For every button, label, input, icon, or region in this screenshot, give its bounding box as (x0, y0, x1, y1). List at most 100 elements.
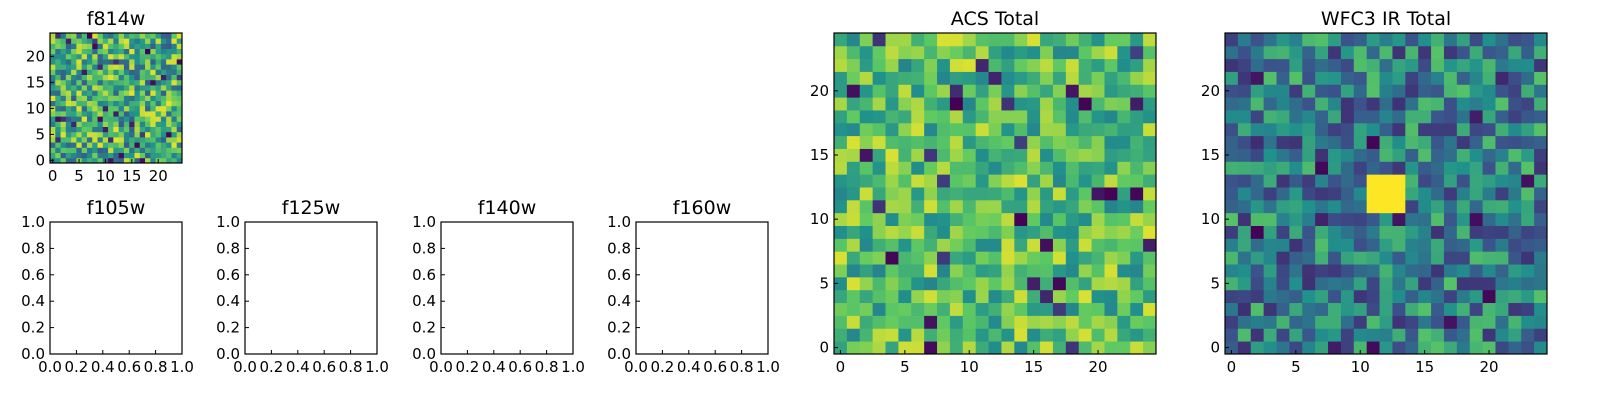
x-tick-label: 0 (48, 167, 58, 185)
heatmap-cell (1340, 135, 1355, 149)
heatmap-cell (1482, 45, 1496, 60)
panel-title: f140w (478, 197, 537, 219)
heatmap-cell (118, 142, 125, 148)
heatmap-cell (1353, 251, 1368, 265)
heatmap-cell (1353, 276, 1368, 291)
heatmap-cell (139, 131, 146, 138)
heatmap-cell (1091, 110, 1105, 124)
heatmap-cell (949, 264, 964, 278)
heatmap-cell (65, 147, 72, 153)
heatmap-cell (1289, 238, 1303, 252)
heatmap-cell (118, 152, 125, 159)
heatmap-cell (1418, 122, 1432, 137)
heatmap-cell (123, 131, 130, 138)
heatmap-cell (1508, 341, 1522, 355)
heatmap-cell (118, 59, 125, 65)
heatmap-cell (86, 100, 93, 107)
heatmap-cell (1001, 199, 1015, 214)
heatmap-cell (171, 95, 178, 101)
heatmap-cell (1078, 302, 1092, 316)
heatmap-cell (145, 90, 151, 96)
heatmap-cell (1340, 71, 1355, 85)
heatmap-cell (1237, 199, 1252, 214)
heatmap-cell (97, 48, 104, 55)
heatmap-cell (81, 64, 88, 70)
heatmap-cell (1431, 225, 1445, 239)
heatmap-cell (1052, 84, 1067, 98)
heatmap-cell (1225, 161, 1239, 175)
heatmap-cell (1250, 110, 1265, 124)
heatmap-cell (1495, 251, 1509, 265)
heatmap-cell (1392, 148, 1406, 162)
heatmap-cell (937, 276, 951, 291)
heatmap-cell (1405, 212, 1419, 226)
heatmap-cell (155, 38, 162, 44)
heatmap-cell (129, 100, 135, 107)
heatmap-cell (988, 33, 1002, 47)
heatmap-cell (1521, 328, 1535, 342)
heatmap-cell (1508, 148, 1522, 162)
heatmap-cell (1482, 276, 1496, 291)
heatmap-cell (1289, 71, 1303, 85)
heatmap-cell (134, 79, 141, 86)
heatmap-cell (885, 122, 899, 137)
heatmap-cell (176, 121, 183, 127)
heatmap-cell (924, 58, 938, 72)
heatmap-cell (1340, 225, 1355, 239)
heatmap-cell (1379, 199, 1393, 214)
heatmap-cell (171, 121, 178, 127)
heatmap-cell (102, 64, 109, 70)
heatmap-cell (1469, 187, 1483, 201)
heatmap-cell (1289, 58, 1303, 72)
heatmap-cell (60, 111, 67, 117)
heatmap-cell (1521, 84, 1535, 98)
heatmap-cell (102, 90, 109, 96)
heatmap-cell (1263, 302, 1277, 316)
heatmap-cell (1225, 148, 1239, 162)
heatmap-cell (155, 116, 162, 122)
heatmap-cell (108, 137, 114, 143)
heatmap-cell (139, 90, 146, 96)
heatmap-cell (55, 157, 61, 164)
x-tick-label: 15 (1415, 358, 1434, 376)
heatmap-cell (123, 137, 130, 143)
heatmap-cell (1027, 122, 1041, 137)
heatmap-cell (108, 53, 114, 60)
heatmap-cell (86, 74, 93, 81)
heatmap-cell (81, 131, 88, 138)
heatmap-cell (1431, 71, 1445, 85)
heatmap-cell (92, 90, 98, 96)
heatmap-cell (1130, 341, 1144, 355)
heatmap-cell (1001, 251, 1015, 265)
heatmap-cell (1289, 161, 1303, 175)
heatmap-cell (113, 126, 120, 133)
heatmap-cell (1418, 84, 1432, 98)
heatmap-cell (92, 157, 98, 164)
heatmap-cell (102, 53, 109, 60)
heatmap-cell (102, 59, 109, 65)
heatmap-cell (872, 276, 886, 291)
heatmap-cell (1027, 199, 1041, 214)
heatmap-cell (113, 69, 120, 75)
heatmap-cell (139, 53, 146, 60)
heatmap-cell (1289, 289, 1303, 304)
heatmap-cell (1117, 174, 1131, 188)
heatmap-cell (134, 64, 141, 70)
heatmap-cell (872, 238, 886, 252)
heatmap-cell (1302, 58, 1316, 72)
x-tick-label: 1.0 (756, 358, 780, 376)
heatmap-cell (76, 152, 83, 159)
heatmap-cell (1014, 45, 1028, 60)
heatmap-cell (1078, 71, 1092, 85)
heatmap-cell (1418, 135, 1432, 149)
heatmap-cell (1130, 187, 1144, 201)
heatmap-cell (937, 84, 951, 98)
heatmap-cell (1040, 289, 1054, 304)
heatmap-cell (988, 84, 1002, 98)
heatmap-cell (1379, 58, 1393, 72)
heatmap-cell (1276, 238, 1290, 252)
heatmap-cell (1353, 199, 1368, 214)
heatmap-cell (129, 147, 135, 153)
heatmap-cell (1117, 148, 1131, 162)
heatmap-cell (108, 43, 114, 49)
